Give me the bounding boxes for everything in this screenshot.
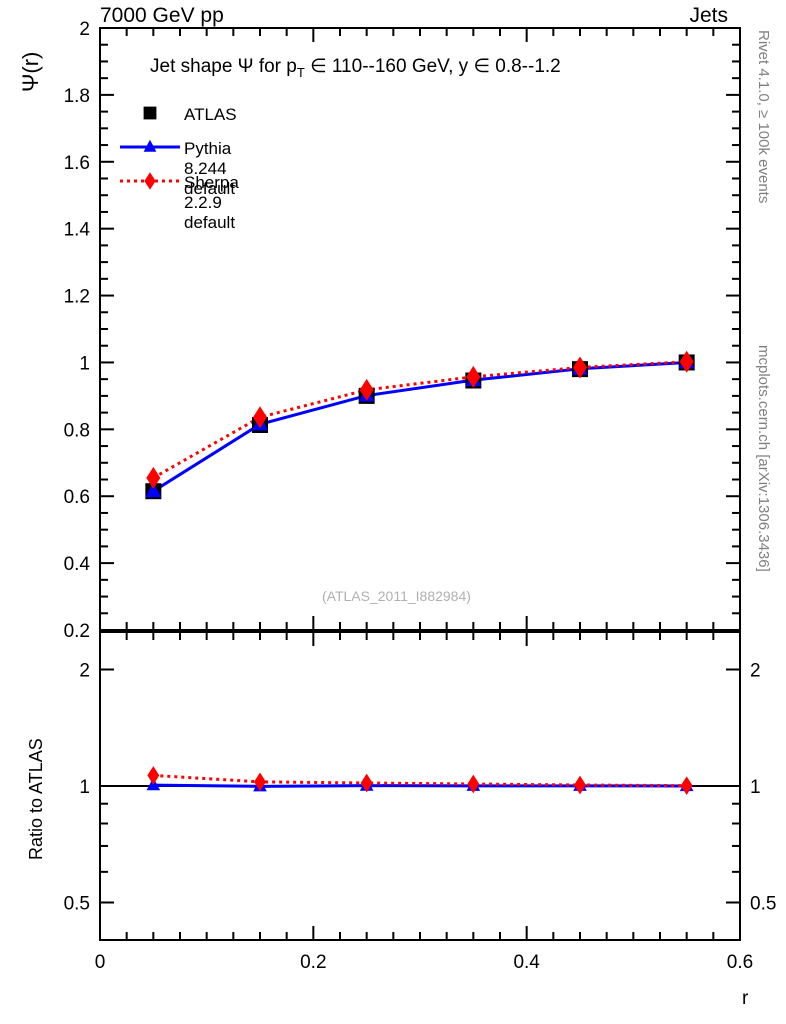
y-tick-label-ratio-right: 2 [750,661,761,682]
y-tick-label-main: 1 [79,353,90,374]
ratio-point-sherpa [147,766,160,785]
x-tick-label: 0.4 [513,952,540,973]
y-tick-label-main: 0.8 [64,420,90,441]
y-tick-label-main: 0.6 [64,487,90,508]
y-tick-label-main: 0.4 [64,554,91,575]
series-line-sherpa [152,360,687,480]
y-tick-label-main: 1.2 [64,287,90,308]
y-tick-label-main: 2 [79,19,90,40]
series-line-pythia [152,360,687,493]
y-tick-label-main: 1.8 [64,86,90,107]
y-tick-label-main: 1.6 [64,153,90,174]
ratio-point-sherpa [467,774,480,794]
legend-marker-pythia [143,139,157,152]
y-tick-label-main: 1.4 [64,220,91,241]
y-tick-label-main: 0.2 [64,621,90,642]
legend-marker-sherpa [144,172,156,190]
y-tick-label-ratio-right: 0.5 [750,893,776,914]
y-tick-label-ratio: 1 [79,777,90,798]
ratio-point-sherpa [360,773,373,793]
legend-label-atlas: ATLAS [184,105,237,124]
dataset-watermark: (ATLAS_2011_I882984) [322,588,471,604]
data-point-sherpa [253,406,267,429]
ratio-line-pythia [153,783,687,788]
header-category-label: Jets [689,4,728,27]
x-tick-label: 0.2 [300,952,326,973]
x-tick-label: 0 [95,952,106,973]
x-tick-label: 0.6 [727,952,753,973]
data-point-sherpa [359,378,374,401]
plot-title: Jet shape Ψ for pT ∈ 110--160 GeV, y ∈ 0… [150,56,561,80]
legend-label-sherpa: Sherpa 2.2.9 default [184,173,239,232]
header-beam-label: 7000 GeV pp [100,4,224,27]
y-tick-label-ratio: 0.5 [64,893,90,914]
ratio-point-sherpa [254,772,266,792]
y-tick-label-ratio: 2 [79,661,90,682]
data-point-pythia [145,482,162,498]
legend-marker-atlas [143,106,157,120]
legend-label-pythia: Pythia 8.244 default [184,139,236,198]
data-point-sherpa [679,350,694,373]
y-tick-label-ratio-right: 1 [750,777,761,798]
ratio-line-sherpa [153,773,687,788]
data-point-sherpa [573,356,587,379]
data-point-sherpa [466,365,481,388]
data-point-sherpa [146,466,161,489]
ratio-point-sherpa [574,775,586,795]
x-axis-title: r [742,988,749,1009]
ratio-point-sherpa [680,776,693,796]
